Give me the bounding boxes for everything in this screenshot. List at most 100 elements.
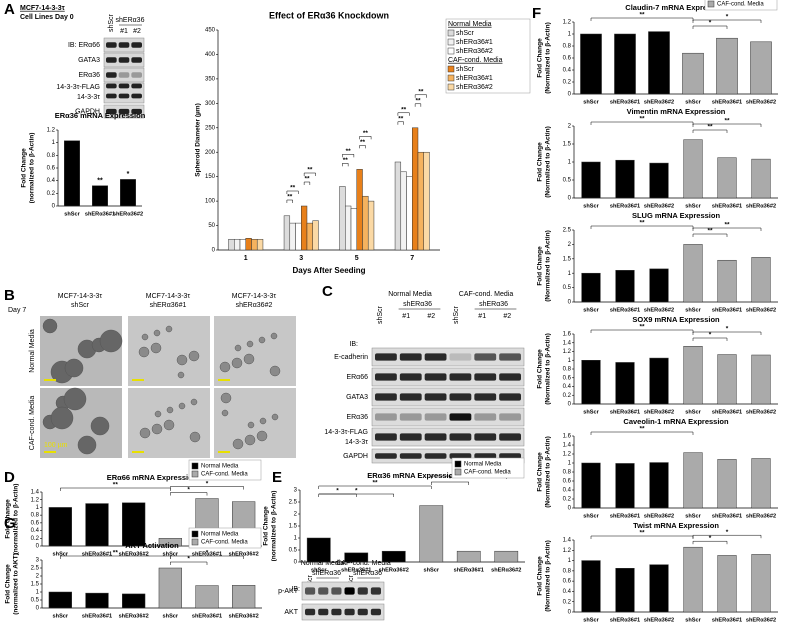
blot-band: [399, 433, 422, 441]
x-tick-label: shERα36#1: [610, 409, 640, 415]
y-tick-label: 1.2: [563, 349, 572, 355]
x-tick-label: shERα36#1: [454, 567, 484, 573]
y-tick-label: 0: [568, 196, 572, 202]
x-tick-label: shERα36#1: [712, 617, 742, 623]
significance-bracket: [692, 19, 762, 23]
y-tick-label: 1.6: [563, 332, 572, 338]
spheroid: [221, 409, 229, 417]
x-tick-label: shERα36#2: [229, 551, 259, 557]
y-tick-label: 2.5: [31, 566, 40, 572]
spheroid: [99, 329, 123, 353]
spheroid: [271, 413, 279, 421]
legend-label: Normal Media: [464, 462, 502, 468]
blot-group: Normal Media: [301, 560, 345, 567]
spheroid: [234, 344, 242, 352]
spheroid: [154, 410, 162, 418]
blot-band: [449, 453, 472, 459]
spheroid: [177, 371, 185, 379]
significance-bracket: [286, 199, 293, 203]
lane-label: shScr: [377, 305, 384, 324]
spheroid: [256, 430, 268, 442]
row-label: CAF-cond. Media: [29, 396, 36, 451]
significance-bracket: [342, 163, 349, 167]
y-axis-label: (Normalized to β-Actin): [545, 126, 552, 198]
y-axis-label: (normalized to β-Actin): [29, 133, 36, 204]
significance: **: [639, 426, 645, 433]
lane-group: shERα36: [116, 17, 145, 24]
x-tick-label: shScr: [685, 99, 701, 105]
bar: [344, 552, 369, 563]
blot-band: [449, 413, 472, 421]
significance-bracket: [692, 331, 762, 335]
blot-band: [370, 608, 381, 616]
bar: [649, 162, 669, 199]
y-tick-label: 1.5: [289, 524, 298, 530]
y-tick-label: 0: [36, 606, 40, 612]
significance-bracket: [359, 145, 366, 149]
spheroid: [231, 357, 243, 369]
bar: [648, 31, 670, 95]
legend-swatch: [454, 468, 462, 476]
x-tick-label: 7: [410, 255, 414, 262]
blot-band: [474, 453, 497, 459]
lane-group: shERα36: [403, 301, 432, 308]
significance-bracket: [303, 181, 311, 185]
y-axis-label: Fold Change: [537, 246, 544, 286]
y-tick-label: 0.2: [47, 191, 56, 197]
lane-label: shScr: [453, 305, 460, 324]
y-tick-label: 1.2: [563, 452, 572, 458]
blot-row-label: 14-3-3τ: [77, 94, 100, 101]
significance-bracket: [359, 136, 372, 140]
significance: **: [346, 148, 352, 155]
row-label: Normal Media: [29, 329, 36, 373]
blot-row-label: AKT: [284, 609, 298, 616]
legend-swatch: [447, 83, 455, 91]
bar: [92, 185, 108, 207]
y-tick-label: 0.6: [47, 166, 56, 172]
blot-band: [118, 57, 130, 63]
bar: [122, 593, 146, 609]
spheroid: [259, 417, 267, 425]
blot-title: MCF7-14-3-3τ: [20, 5, 66, 12]
y-tick-label: 0: [568, 402, 572, 408]
x-tick-label: shScr: [53, 551, 69, 557]
chart-title: Effect of ERα36 Knockdown: [269, 10, 389, 20]
y-tick-label: 1.4: [563, 538, 572, 544]
legend-label: CAF-cond. Media: [717, 2, 764, 8]
bar: [615, 568, 635, 613]
lane-group: shERα36: [479, 301, 508, 308]
chart-title: Vimentin mRNA Expression: [627, 107, 726, 116]
significance: **: [304, 176, 310, 183]
bar: [649, 564, 669, 613]
x-tick-label: shScr: [53, 613, 69, 619]
spheroid: [246, 340, 254, 348]
x-tick-label: shERα36#2: [113, 211, 143, 217]
y-axis-label: Fold Change: [263, 506, 270, 546]
x-tick-label: shERα36#2: [644, 617, 674, 623]
chart-title: Claudin-7 mRNA Expression: [625, 3, 727, 12]
significance: **: [639, 12, 645, 19]
bar: [339, 186, 346, 251]
bar: [239, 239, 246, 251]
y-tick-label: 350: [205, 76, 216, 82]
legend-label: Normal Media: [201, 532, 239, 538]
y-tick-label: 1: [294, 536, 298, 542]
blot-band: [131, 42, 142, 48]
y-tick-label: 0.6: [563, 579, 572, 585]
x-tick-label: shScr: [685, 203, 701, 209]
significance-bracket: [692, 337, 728, 341]
blot-band: [331, 608, 342, 616]
x-tick-label: shERα36#2: [379, 567, 409, 573]
legend-swatch: [447, 74, 455, 82]
y-tick-label: 0.8: [563, 470, 572, 476]
significance-bracket: [397, 121, 404, 125]
bar: [581, 560, 601, 613]
bar: [251, 238, 258, 251]
y-tick-label: 0.6: [563, 479, 572, 485]
y-tick-label: 1.4: [563, 340, 572, 346]
bar: [750, 41, 772, 95]
lane-group: shERα36: [353, 570, 382, 577]
bar: [195, 585, 219, 609]
bar: [751, 458, 771, 509]
bar: [717, 259, 737, 303]
